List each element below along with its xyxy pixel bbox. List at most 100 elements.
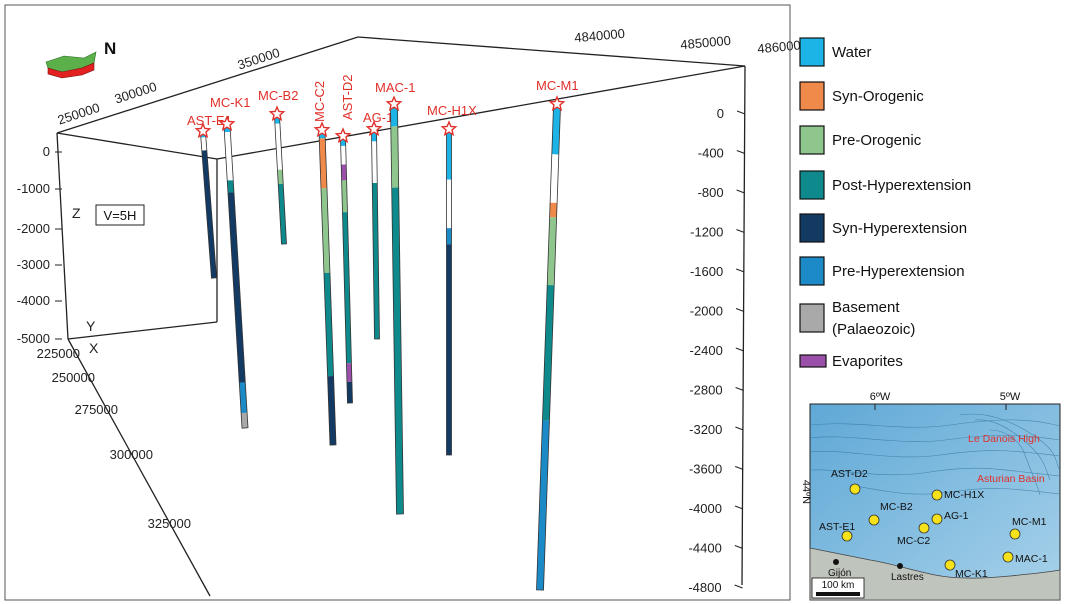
inset-well-mac-1: MAC-1 <box>1002 551 1048 565</box>
well-ag-1: AG-1 <box>363 110 393 340</box>
legend-label: Syn-Orogenic <box>832 88 924 105</box>
inset-well-label: AG-1 <box>944 510 969 522</box>
tick-mark <box>736 229 745 233</box>
well-ast-d2: AST-D2 <box>334 74 355 404</box>
legend-swatch <box>799 125 825 155</box>
inset-well-label: MC-M1 <box>1012 516 1047 528</box>
svg-text:Lastres: Lastres <box>891 572 924 583</box>
well-segment-post <box>324 272 334 377</box>
well-label: MAC-1 <box>375 80 415 95</box>
legend-item-post: Post-Hyperextension <box>799 170 971 200</box>
legend-label: Syn-Hyperextension <box>832 220 967 237</box>
tick-mark <box>735 426 744 431</box>
coastline <box>809 547 1061 601</box>
x-axis-label: X <box>89 340 99 356</box>
legend-swatch <box>799 81 825 111</box>
inset-well-ast-d2: AST-D2 <box>831 468 868 495</box>
well-marker-icon <box>944 559 956 571</box>
well-segment-preh <box>536 420 550 591</box>
asturian-basin-label: Asturian Basin <box>977 473 1045 485</box>
tick-mark <box>736 189 745 194</box>
well-star-icon <box>194 122 212 139</box>
longitude-label-6w: 6ºW <box>870 391 891 403</box>
tick-label: 250000 <box>56 100 102 128</box>
tick-mark <box>735 387 744 391</box>
tick-label: 0 <box>43 144 50 159</box>
north-label: N <box>104 39 116 58</box>
tick-label: -4000 <box>17 293 50 308</box>
well-label: AST-E1 <box>187 113 232 128</box>
legend-swatch <box>799 37 825 67</box>
well-segment-base <box>241 412 248 429</box>
tick-label: -2800 <box>689 383 722 398</box>
well-segment-post <box>278 183 287 245</box>
well-segment-post <box>227 180 234 193</box>
well-segment-pre <box>547 217 557 286</box>
well-star-icon <box>268 105 286 122</box>
well-segment-syn <box>549 202 558 218</box>
tick-label: 4840000 <box>574 26 626 45</box>
well-label: MC-M1 <box>536 78 579 93</box>
legend-item-water: Water <box>799 37 871 67</box>
tick-label: -2000 <box>690 304 723 319</box>
tick-mark <box>735 466 744 470</box>
well-segment-pre <box>341 180 348 213</box>
well-segment-synh <box>446 244 452 455</box>
legend-label: Water <box>832 44 871 61</box>
well-star-icon <box>218 115 236 132</box>
tick-mark <box>734 545 743 549</box>
tick-label: -1600 <box>690 264 723 279</box>
well-segment-preh <box>446 228 452 245</box>
inset-well-label: MAC-1 <box>1015 553 1048 565</box>
well-segment-water <box>446 131 452 180</box>
tick-mark <box>734 505 744 510</box>
well-ast-e1: AST-E1 <box>187 113 232 279</box>
bathymetry-contours <box>809 413 1061 496</box>
well-segment-white <box>446 179 452 229</box>
tick-mark <box>734 584 743 589</box>
legend-label: Post-Hyperextension <box>832 177 971 194</box>
tick-label: -3200 <box>689 422 722 437</box>
well-marker-icon <box>868 514 880 526</box>
tick-mark <box>736 150 745 154</box>
well-mc-c2: MC-C2 <box>312 81 337 446</box>
tick-label: -4400 <box>689 541 722 556</box>
legend-item-pre: Pre-Orogenic <box>799 125 922 155</box>
legend-item-syn: Syn-Orogenic <box>799 81 924 111</box>
inset-well-label: MC-C2 <box>897 535 930 547</box>
tick-label: -1000 <box>17 181 50 196</box>
tick-label: -4800 <box>688 580 721 595</box>
inset-well-mc-h1x: MC-H1X <box>931 489 984 501</box>
legend: Water Syn-Orogenic Pre-Orogenic Post-Hypere… <box>799 37 971 370</box>
map-scale-bar: 100 km <box>811 577 865 599</box>
inset-well-label: MC-K1 <box>955 568 988 580</box>
tick-label: -2000 <box>17 221 50 236</box>
tick-label: 300000 <box>110 447 153 462</box>
tick-label: -4000 <box>689 501 722 516</box>
north-arrow-icon: N <box>45 39 116 79</box>
svg-text:V=5H: V=5H <box>104 208 137 223</box>
tick-label: -1200 <box>690 225 723 240</box>
inset-well-mc-c2: MC-C2 <box>897 522 930 547</box>
well-segment-post <box>342 212 352 364</box>
inset-well-mc-k1: MC-K1 <box>944 559 988 580</box>
well-label: AST-D2 <box>340 74 355 120</box>
well-marker-icon <box>841 530 853 542</box>
well-segment-pre <box>277 169 284 184</box>
tick-label: -2400 <box>690 343 723 358</box>
well-segment-pre <box>390 126 399 188</box>
legend-swatch <box>799 303 825 333</box>
legend-label: Pre-Orogenic <box>832 132 922 149</box>
legend-item-base: Basement (Palaeozoic) <box>799 299 915 338</box>
inset-well-mc-m1: MC-M1 <box>1009 516 1047 540</box>
well-star-icon <box>385 95 403 112</box>
tick-label: -400 <box>698 146 724 161</box>
well-segment-post <box>542 285 555 421</box>
3d-box <box>4 4 791 601</box>
y-axis-label: Y <box>86 318 96 334</box>
tick-label: 275000 <box>75 402 118 417</box>
tick-mark <box>736 268 745 273</box>
well-mc-b2: MC-B2 <box>258 88 298 245</box>
tick-label: 325000 <box>148 516 191 531</box>
